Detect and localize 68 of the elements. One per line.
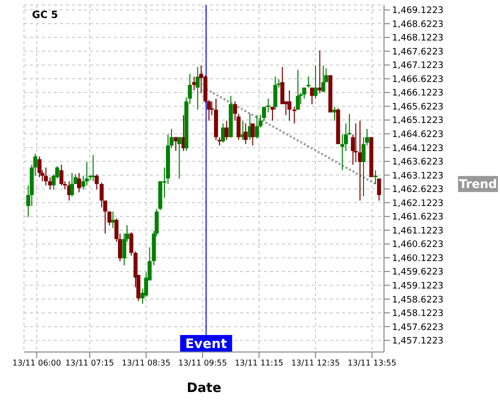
y-tick-label: 1,469.1223 [392,6,444,16]
candlestick [374,170,378,185]
y-tick-label: 1,466.6223 [392,74,444,85]
y-tick-label: 1,460.1223 [392,254,444,264]
candlestick [196,66,200,110]
y-tick-label: 1,466.1223 [392,88,444,99]
candlestick [70,172,74,197]
x-tick-label: 13/11 06:00 [12,358,62,368]
y-tick-label: 1,468.6223 [392,20,444,30]
x-axis-title: Date [186,381,222,396]
y-tick-label: 1,458.6223 [392,295,444,306]
x-tick-label: 13/11 12:35 [291,358,340,368]
x-tick-label: 13/11 09:55 [178,358,227,368]
y-tick-label: 1,463.1223 [392,171,444,182]
candlestick [292,106,296,124]
ref-line-label: Event [185,337,227,352]
candlestick [377,178,382,202]
candlestick [280,66,284,105]
candlestick [44,166,48,186]
y-tick-label: 1,464.6223 [392,130,444,140]
y-tick-label: 1,464.1223 [392,144,444,154]
y-tick-label: 1,468.1223 [392,34,444,44]
candlestick [273,76,278,110]
candlestick [224,120,229,140]
y-tick-label: 1,457.1223 [392,336,444,347]
candlestick [332,106,337,122]
candlestick [174,136,178,152]
x-tick-label: 13/11 11:15 [234,358,284,368]
y-tick-label: 1,465.1223 [392,116,444,126]
candlestick [296,69,300,110]
y-tick-label: 1,459.6223 [392,268,444,278]
candlestick [221,122,226,144]
y-tick-label: 1,462.6223 [392,185,444,196]
y-tick-label: 1,457.6223 [392,322,444,333]
candlestick [314,65,318,100]
y-tick-label: 1,462.1223 [392,198,444,209]
x-tick-label: 13/11 07:15 [65,358,114,368]
y-tick-label: 1,461.1223 [392,226,444,236]
candlestick [91,154,96,182]
y-tick-label: 1,461.6223 [392,212,444,223]
candlestick [94,174,99,190]
candlestick [244,122,248,145]
candlestick [84,161,89,186]
candlestick [77,172,82,193]
candlestick [59,164,64,186]
candlestick [310,87,314,105]
candlestick [38,156,42,178]
y-tick-label: 1,459.1223 [392,281,444,292]
candlestick [192,76,196,91]
candlestick [100,182,104,208]
text: GC 5 [32,10,58,21]
candlestick [270,106,274,122]
candlestick [250,122,255,146]
y-tick-label: 1,467.6223 [392,47,444,58]
y-tick-label: 1,465.6223 [392,102,444,112]
x-tick-label: 13/11 13:55 [348,358,396,368]
candlestick [254,114,259,140]
x-tick-label: 13/11 08:35 [122,358,170,368]
candlestick [287,90,292,122]
candlestick [318,50,322,94]
text: Trend [458,177,498,192]
candlestick [107,211,112,226]
y-tick-label: 1,460.6223 [392,240,444,250]
candlestick [321,65,326,92]
y-tick-label: 1,467.1223 [392,61,444,72]
y-tick-label: 1,458.1223 [392,309,444,320]
candlestick [177,136,182,179]
y-tick-label: 1,463.6223 [392,158,444,168]
